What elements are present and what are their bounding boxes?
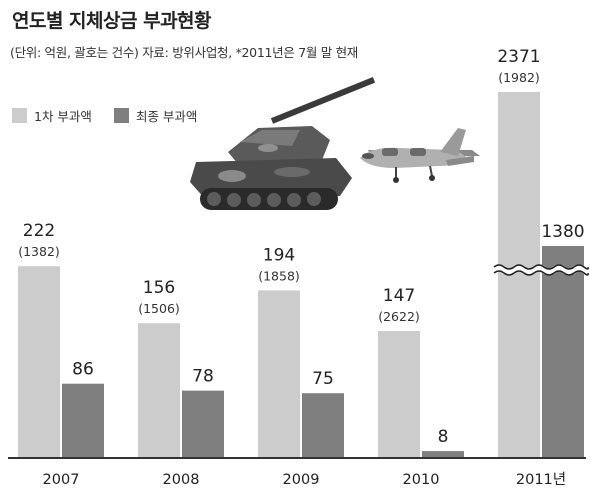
bar-first-2008 (138, 323, 180, 458)
chart-title: 연도별 지체상금 부과현황 (12, 10, 212, 32)
count-label-2008: (1506) (138, 301, 180, 316)
bar-final-2008 (182, 390, 224, 458)
bar-final-2009 (302, 393, 344, 458)
axis-break-gap (491, 264, 590, 276)
count-label-2011년: (1982) (498, 70, 540, 85)
tick-label-2011년: 2011년 (516, 471, 566, 488)
legend: 1차 부과액 최종 부과액 (12, 106, 219, 125)
value-label-final-2008: 78 (192, 367, 214, 387)
value-label-final-2011년: 1380 (541, 222, 584, 242)
legend-item-final: 최종 부과액 (113, 106, 198, 125)
value-label-final-2009: 75 (312, 369, 334, 389)
bar-first-2010 (378, 330, 420, 458)
legend-label-final: 최종 부과액 (135, 109, 198, 124)
tick-label-2009: 2009 (283, 472, 320, 488)
axis-break-line-top (493, 264, 589, 270)
count-label-2009: (1858) (258, 268, 300, 283)
value-label-first-2010: 147 (383, 286, 415, 306)
labels-layer: 222 (1382) 86 156 (1506) 78 194 (1858) 75 147 (262… (18, 47, 584, 447)
legend-label-first: 1차 부과액 (34, 109, 92, 124)
tick-label-2008: 2008 (163, 472, 200, 488)
value-label-final-2007: 86 (72, 360, 94, 380)
tick-label-2007: 2007 (43, 472, 80, 488)
bars-layer (18, 92, 590, 458)
bar-first-2009 (258, 290, 300, 458)
value-label-first-2009: 194 (263, 245, 295, 265)
bar-final-2010 (422, 451, 464, 458)
legend-swatch-first (12, 108, 27, 123)
value-label-first-2008: 156 (143, 278, 175, 298)
count-label-2007: (1382) (18, 244, 60, 259)
value-label-first-2011년: 2371 (497, 47, 540, 67)
axis-break-line-bottom (493, 270, 589, 276)
bar-first-2007 (18, 266, 60, 458)
bar-first-2011년 (498, 92, 540, 458)
bar-final-2007 (62, 383, 104, 458)
legend-swatch-final (113, 108, 129, 123)
bar-final-2011년 (542, 246, 584, 458)
tank-illustration (190, 77, 376, 210)
legend-item-first: 1차 부과액 (12, 106, 92, 125)
chart-subtitle: (단위: 억원, 괄호는 건수) 자료: 방위사업청, *2011년은 7월 말… (10, 45, 358, 60)
value-label-final-2010: 8 (438, 427, 449, 447)
x-axis: 2007 2008 2009 2010 2011년 (8, 457, 586, 488)
value-label-first-2007: 222 (23, 221, 55, 241)
aircraft-illustration (360, 128, 480, 183)
count-label-2010: (2622) (378, 309, 420, 324)
tick-label-2010: 2010 (403, 472, 440, 488)
